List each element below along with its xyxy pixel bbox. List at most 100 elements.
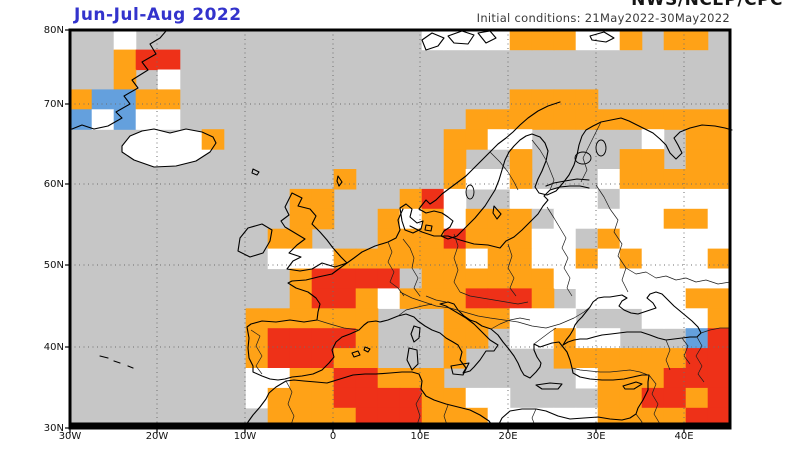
forecast-cell <box>355 288 379 309</box>
forecast-cell <box>91 89 115 110</box>
forecast-cell <box>443 129 467 150</box>
forecast-cell <box>289 208 313 230</box>
lat-label-60N: 60N <box>43 179 64 190</box>
forecast-cell <box>311 268 335 289</box>
lat-label-30N: 30N <box>43 423 64 434</box>
forecast-cell <box>619 149 643 170</box>
forecast-cell <box>443 348 467 369</box>
forecast-cell <box>267 228 291 250</box>
forecast-cell <box>553 109 577 130</box>
forecast-cell <box>597 248 621 270</box>
forecast-cell <box>333 348 357 369</box>
forecast-cell <box>509 248 533 270</box>
forecast-cell <box>465 109 489 130</box>
forecast-cell <box>641 208 665 230</box>
forecast-cell <box>465 308 489 329</box>
forecast-cell <box>465 248 489 270</box>
forecast-cell <box>663 348 687 369</box>
forecast-cell <box>685 149 709 170</box>
forecast-cell <box>421 208 445 230</box>
forecast-cell <box>641 268 665 289</box>
forecast-cell <box>443 387 467 409</box>
forecast-cell <box>575 188 599 210</box>
forecast-cell <box>553 29 577 51</box>
forecast-cell <box>575 348 599 369</box>
lon-label-20W: 20W <box>145 431 169 442</box>
forecast-cell <box>531 288 555 309</box>
forecast-cells-layer <box>69 29 731 429</box>
forecast-cell <box>509 29 533 51</box>
forecast-cell <box>597 228 621 250</box>
forecast-cell <box>553 268 577 289</box>
forecast-cell <box>245 328 269 349</box>
agency-title: NWS/NCEP/CPC <box>631 0 783 10</box>
lat-label-70N: 70N <box>43 99 64 110</box>
forecast-cell <box>289 308 313 329</box>
forecast-cell <box>311 308 335 329</box>
forecast-cell <box>641 169 665 190</box>
forecast-cell <box>443 149 467 170</box>
forecast-cell <box>443 288 467 309</box>
axis-ticks <box>65 29 685 433</box>
iceland-landmass <box>122 129 216 167</box>
forecast-cell <box>355 387 379 409</box>
forecast-cell <box>465 328 489 349</box>
mainland-europe-coast <box>246 208 650 429</box>
forecast-cell <box>443 228 467 250</box>
forecast-cell <box>641 228 665 250</box>
forecast-cell <box>443 328 467 349</box>
forecast-cell <box>663 387 687 409</box>
coastline-layer <box>71 30 733 429</box>
greenland-coast <box>71 30 167 130</box>
forecast-cell <box>311 188 335 210</box>
forecast-cell <box>421 387 445 409</box>
svalbard-coast <box>421 30 615 51</box>
forecast-cell <box>685 348 709 369</box>
forecast-cell <box>663 188 687 210</box>
forecast-cell <box>641 308 665 329</box>
forecast-cell <box>597 387 621 409</box>
forecast-cell <box>553 228 577 250</box>
forecast-cell <box>531 29 555 51</box>
forecast-cell <box>553 328 577 349</box>
forecast-cell <box>465 268 489 289</box>
forecast-cell <box>487 228 511 250</box>
forecast-cell <box>355 308 379 329</box>
forecast-cell <box>685 228 709 250</box>
forecast-cell <box>113 69 137 90</box>
forecast-cell <box>91 109 115 130</box>
season-title: Jun-Jul-Aug 2022 <box>74 5 242 25</box>
forecast-cell <box>465 129 489 150</box>
forecast-cell <box>641 248 665 270</box>
forecast-cell <box>619 228 643 250</box>
forecast-cell <box>333 169 357 190</box>
forecast-cell <box>157 49 181 71</box>
forecast-cell <box>553 248 577 270</box>
forecast-cell <box>69 89 93 110</box>
forecast-cell <box>663 288 687 309</box>
forecast-cell <box>355 328 379 349</box>
scandinavia-coast <box>418 101 733 240</box>
forecast-cell <box>421 228 445 250</box>
forecast-cell <box>663 268 687 289</box>
forecast-cell <box>311 368 335 389</box>
forecast-cell <box>509 288 533 309</box>
forecast-cell <box>685 368 709 389</box>
forecast-cell <box>663 29 687 51</box>
forecast-cell <box>377 228 401 250</box>
forecast-cell <box>289 248 313 270</box>
forecast-cell <box>377 268 401 289</box>
lon-label-40E: 40E <box>674 431 694 442</box>
forecast-cell <box>641 288 665 309</box>
map-frame <box>65 28 732 433</box>
forecast-cell <box>575 288 599 309</box>
forecast-cell <box>421 248 445 270</box>
forecast-cell <box>311 248 335 270</box>
forecast-cell <box>685 268 709 289</box>
country-borders-layer <box>250 121 731 429</box>
lon-label-20E: 20E <box>498 431 518 442</box>
forecast-cell <box>487 308 511 329</box>
denmark-coast <box>399 203 433 234</box>
forecast-cell <box>69 109 93 130</box>
